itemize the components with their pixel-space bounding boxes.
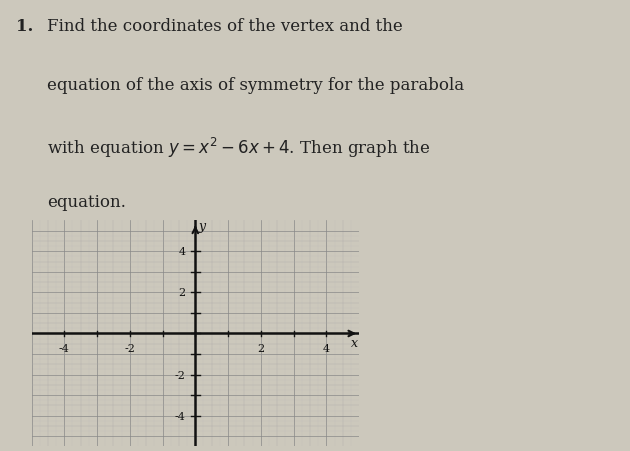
Text: 4: 4	[178, 247, 185, 257]
Text: 1.: 1.	[16, 18, 33, 35]
Text: equation of the axis of symmetry for the parabola: equation of the axis of symmetry for the…	[47, 77, 464, 94]
Text: 2: 2	[257, 343, 265, 353]
Text: -4: -4	[59, 343, 70, 353]
Text: Find the coordinates of the vertex and the: Find the coordinates of the vertex and t…	[47, 18, 403, 35]
Text: 4: 4	[323, 343, 330, 353]
Text: with equation $y = x^2 - 6x + 4$. Then graph the: with equation $y = x^2 - 6x + 4$. Then g…	[47, 135, 431, 159]
Text: x: x	[351, 336, 358, 350]
Text: -4: -4	[175, 411, 185, 421]
Text: equation.: equation.	[47, 194, 126, 211]
Text: 2: 2	[178, 288, 185, 298]
Text: y: y	[199, 220, 206, 233]
Text: -2: -2	[124, 343, 135, 353]
Text: -2: -2	[175, 370, 185, 380]
